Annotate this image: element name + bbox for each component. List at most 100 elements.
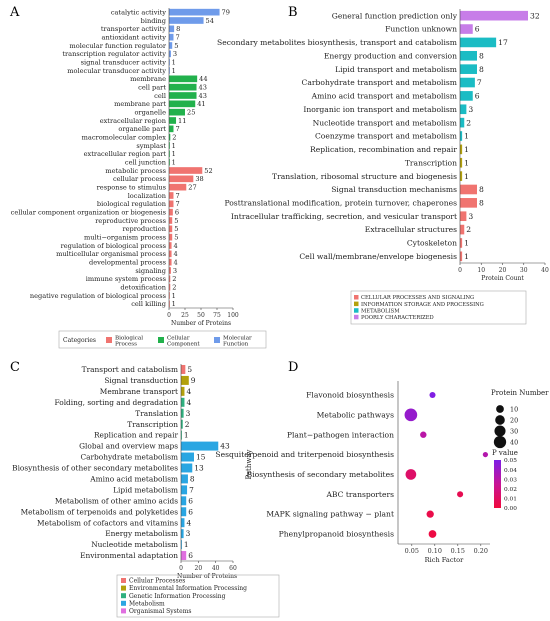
bar <box>460 144 463 155</box>
bar <box>169 258 172 266</box>
category-label: Extracellular structures <box>365 225 457 234</box>
x-tick-label: 75 <box>213 312 221 319</box>
bar <box>460 24 473 34</box>
category-label: multicellular organismal process <box>56 250 166 258</box>
data-label: 44 <box>199 75 207 83</box>
category-label: response to stimulus <box>97 183 167 191</box>
data-label: 3 <box>468 212 473 221</box>
data-label: 6 <box>475 25 480 34</box>
bar <box>460 77 475 88</box>
bar <box>181 529 184 539</box>
data-label: 1 <box>464 132 469 141</box>
bar <box>169 283 171 291</box>
bar <box>181 386 185 396</box>
bar <box>169 217 173 224</box>
data-label: 43 <box>199 92 207 100</box>
data-label: 7 <box>175 125 179 133</box>
category-label: extracellular region <box>100 117 167 125</box>
legend-swatch <box>214 337 220 343</box>
data-label: 2 <box>172 275 176 283</box>
category-label: immune system process <box>86 275 167 283</box>
category-label: Membrane transport <box>100 387 178 396</box>
data-label: 1 <box>464 158 469 167</box>
data-label: 6 <box>188 507 193 516</box>
data-label: 4 <box>186 398 191 407</box>
category-label: reproduction <box>122 225 166 233</box>
panel-d-letter: D <box>288 360 298 375</box>
bar <box>181 408 184 418</box>
bar <box>169 33 174 41</box>
category-label: developmental process <box>89 258 167 266</box>
data-label: 7 <box>175 192 179 200</box>
bubble <box>457 491 464 498</box>
category-label: membrane part <box>114 100 166 108</box>
bar <box>169 150 170 158</box>
bubble <box>482 451 489 458</box>
category-label: Secondary metabolites biosynthesis, tran… <box>217 38 457 47</box>
category-label: reproductive process <box>95 217 166 225</box>
bar <box>181 540 182 550</box>
bar <box>169 42 173 49</box>
data-label: 7 <box>477 78 482 87</box>
category-label: Energy production and conversion <box>324 51 457 60</box>
category-label: detoxification <box>120 283 166 291</box>
bar <box>169 92 197 99</box>
bar <box>169 175 194 183</box>
bar <box>169 225 173 233</box>
x-tick-label: 20 <box>499 267 507 274</box>
data-label: 43 <box>199 83 207 91</box>
bar <box>169 117 177 124</box>
bar <box>460 224 465 235</box>
data-label: 3 <box>173 50 177 58</box>
data-label: 3 <box>468 105 473 114</box>
x-tick-label: 20 <box>195 565 203 572</box>
color-legend-title: P value <box>492 449 518 457</box>
pathway-label: Plant−pathogen interaction <box>287 430 394 439</box>
x-axis-title: Number of Proteins <box>177 573 237 580</box>
data-label: 1 <box>172 158 176 166</box>
legend-swatch <box>158 337 164 343</box>
x-tick-label: 0.15 <box>451 547 465 555</box>
data-label: 1 <box>464 172 469 181</box>
category-label: cellular component organization or bioge… <box>11 208 167 216</box>
category-label: Posttranslational modification, protein … <box>224 199 457 208</box>
bar <box>460 91 473 101</box>
bar <box>169 208 173 216</box>
bar <box>460 131 463 141</box>
category-label: Metabolism of other amino acids <box>55 496 178 505</box>
bar <box>181 375 189 385</box>
category-label: cell <box>154 92 166 100</box>
legend-label: POORLY CHARACTERIZED <box>361 315 434 321</box>
color-bar-label: 0.00 <box>504 506 517 512</box>
x-tick-label: 30 <box>520 267 528 274</box>
data-label: 4 <box>174 250 178 258</box>
category-label: Nucleotide metabolism <box>91 540 178 549</box>
x-tick-label: 0.20 <box>474 547 488 555</box>
data-label: 4 <box>174 242 178 250</box>
data-label: 3 <box>186 529 191 538</box>
bar <box>181 507 187 517</box>
x-tick-label: 50 <box>197 312 205 319</box>
legend-label: Cellular Component <box>167 336 200 348</box>
bar <box>460 184 477 195</box>
data-label: 2 <box>172 283 176 291</box>
bar <box>181 397 185 407</box>
bar <box>460 104 467 115</box>
data-label: 6 <box>175 208 179 216</box>
category-label: extracellular region part <box>84 150 167 158</box>
x-axis-title: Protein Count <box>481 275 524 282</box>
data-label: 27 <box>188 183 196 191</box>
category-label: signal transducer activity <box>81 58 167 66</box>
data-label: 1 <box>464 145 469 154</box>
category-label: molecular transducer activity <box>67 67 166 75</box>
category-label: Inorganic ion transport and metabolism <box>303 105 457 114</box>
legend-swatch <box>121 585 126 591</box>
legend-swatch <box>354 314 359 320</box>
data-label: 43 <box>220 442 230 451</box>
bar <box>181 419 183 429</box>
data-label: 2 <box>172 133 176 141</box>
data-label: 54 <box>206 17 214 25</box>
bar <box>181 485 188 495</box>
